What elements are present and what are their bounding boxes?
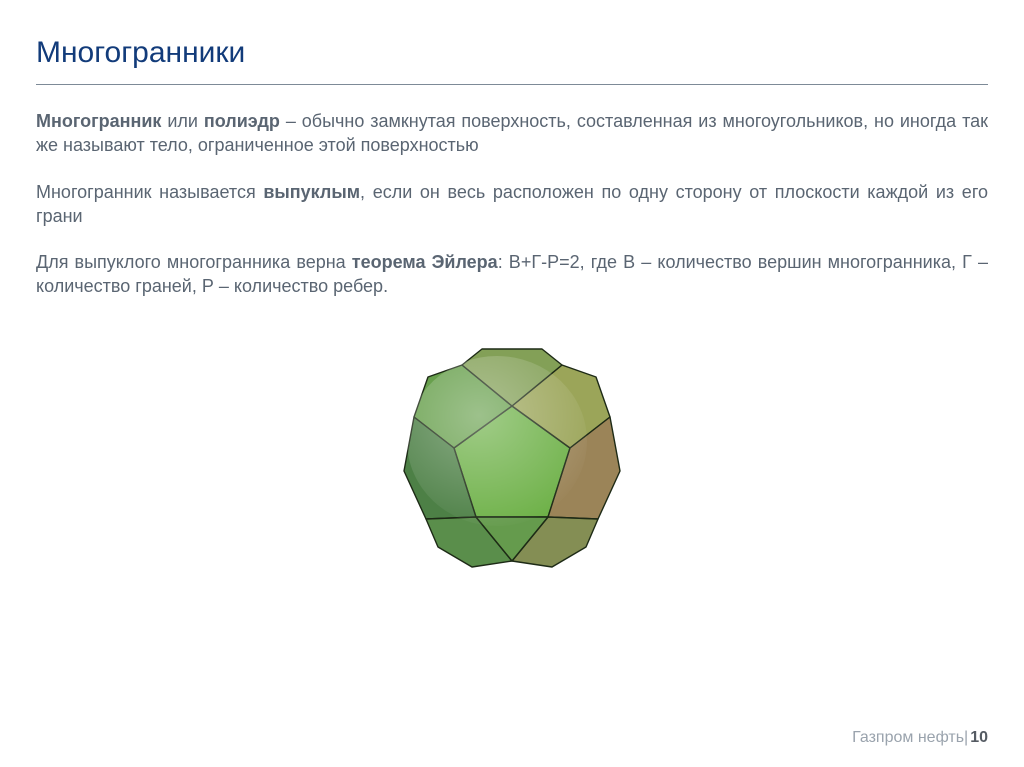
highlight — [407, 356, 587, 526]
footer-brand: Газпром нефть — [852, 729, 964, 746]
footer-page-number: 10 — [970, 729, 988, 746]
title-rule — [36, 84, 988, 85]
paragraph-definition: Многогранник или полиэдр – обычно замкну… — [36, 109, 988, 158]
paragraph-convex: Многогранник называется выпуклым, если о… — [36, 180, 988, 229]
term-polyhedron-ru: Многогранник — [36, 111, 161, 131]
term-euler-theorem: теорема Эйлера — [352, 252, 498, 272]
dodecahedron-diagram — [382, 321, 642, 576]
page-title: Многогранники — [36, 36, 988, 70]
paragraph-euler: Для выпуклого многогранника верна теорем… — [36, 250, 988, 299]
term-polyhedron-alt: полиэдр — [204, 111, 280, 131]
diagram-container — [36, 321, 988, 581]
text: Для выпуклого многогранника верна — [36, 252, 352, 272]
slide-root: Многогранники Многогранник или полиэдр –… — [0, 0, 1024, 767]
footer-separator: | — [964, 729, 968, 746]
text: Многогранник называется — [36, 182, 263, 202]
term-convex: выпуклым — [263, 182, 360, 202]
text: или — [161, 111, 203, 131]
slide-footer: Газпром нефть|10 — [852, 729, 988, 747]
